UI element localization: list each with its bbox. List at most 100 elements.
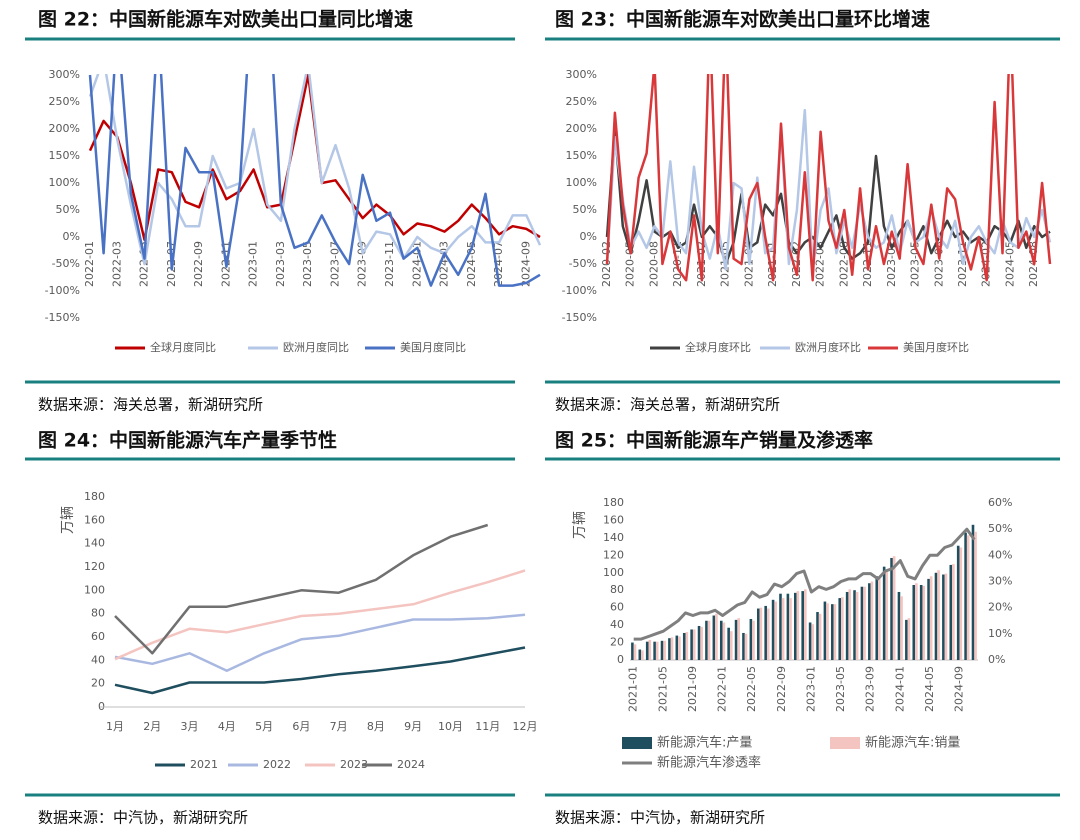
x-tick-label: 4月 bbox=[218, 720, 236, 733]
x-tick-label: 2020-02 bbox=[600, 241, 613, 287]
bar bbox=[937, 570, 940, 660]
x-tick-label: 2020-05 bbox=[624, 241, 637, 287]
bar bbox=[771, 599, 775, 660]
legend-label: 新能源汽车渗透率 bbox=[657, 755, 761, 771]
y2-tick-label: 50% bbox=[988, 522, 1012, 535]
y-tick-label: 150% bbox=[566, 149, 597, 162]
bar bbox=[781, 598, 785, 660]
legend-label: 欧洲月度环比 bbox=[795, 340, 861, 354]
x-tick-label: 1月 bbox=[106, 720, 124, 733]
y-tick-label: 250% bbox=[566, 95, 597, 108]
y-tick-label: 40 bbox=[91, 653, 105, 666]
bar bbox=[692, 629, 696, 660]
bar bbox=[722, 622, 726, 660]
y-tick-label: 250% bbox=[49, 95, 80, 108]
line bbox=[88, 74, 541, 287]
line bbox=[114, 523, 489, 655]
bar bbox=[971, 524, 975, 660]
y-tick-label: 140 bbox=[84, 537, 105, 550]
bar bbox=[845, 591, 849, 660]
plot bbox=[114, 523, 526, 695]
x-tick-label: 2021-01 bbox=[627, 666, 640, 712]
y-tick-label: -150% bbox=[562, 311, 597, 324]
bar bbox=[727, 627, 730, 660]
x-tick-label: 2023-07 bbox=[328, 241, 341, 287]
y-tick-label: 140 bbox=[603, 531, 624, 544]
bar bbox=[774, 601, 777, 660]
y-axis-label: 万辆 bbox=[572, 511, 588, 539]
bar bbox=[685, 632, 689, 660]
bar bbox=[655, 641, 659, 660]
y-tick-label: 40 bbox=[610, 618, 624, 631]
bar bbox=[764, 605, 767, 660]
bar bbox=[974, 531, 977, 660]
y-tick-label: 80 bbox=[610, 583, 624, 596]
x-tick-label: 2024-09 bbox=[952, 666, 965, 712]
x-tick-label: 2023-01 bbox=[247, 241, 260, 287]
bar bbox=[853, 590, 856, 660]
bar bbox=[919, 584, 923, 660]
x-tick-label: 2024-01 bbox=[893, 666, 906, 712]
legend-label: 全球月度同比 bbox=[150, 340, 216, 354]
y-tick-label: 50% bbox=[56, 203, 80, 216]
y-tick-label: 100 bbox=[84, 583, 105, 596]
x-tick-label: 2023-11 bbox=[383, 241, 396, 287]
x-tick-label: 2021-11 bbox=[766, 241, 779, 287]
bar bbox=[966, 535, 970, 660]
bar bbox=[660, 640, 664, 660]
bar bbox=[826, 603, 829, 660]
figure-title: 图 24：中国新能源汽车产量季节性 bbox=[38, 429, 337, 452]
bar bbox=[934, 572, 938, 660]
y2-tick-label: 60% bbox=[988, 496, 1012, 509]
x-tick-label: 2022-09 bbox=[775, 666, 788, 712]
plot bbox=[88, 74, 542, 287]
y-tick-label: 200% bbox=[566, 122, 597, 135]
y2-tick-label: 40% bbox=[988, 548, 1012, 561]
legend-swatch bbox=[622, 737, 652, 749]
legend-label: 2024 bbox=[397, 758, 425, 771]
y2-tick-label: 30% bbox=[988, 575, 1012, 588]
bar bbox=[838, 598, 842, 660]
legend-label: 欧洲月度同比 bbox=[283, 340, 349, 354]
y-tick-label: 80 bbox=[91, 607, 105, 620]
y-tick-label: 160 bbox=[603, 513, 624, 526]
bar bbox=[860, 586, 864, 660]
bar bbox=[907, 618, 911, 660]
x-tick-label: 2023-03 bbox=[274, 241, 287, 287]
x-tick-label: 2023-05 bbox=[834, 666, 847, 712]
bar bbox=[801, 591, 804, 660]
bar bbox=[833, 604, 837, 660]
bar bbox=[645, 641, 649, 660]
x-tick-label: 2021-05 bbox=[656, 666, 669, 712]
bar bbox=[823, 601, 827, 660]
bar bbox=[690, 629, 693, 660]
line bbox=[114, 613, 526, 673]
line bbox=[88, 74, 542, 266]
bar bbox=[816, 612, 819, 660]
bar bbox=[737, 618, 740, 660]
legend-label: 美国月度环比 bbox=[903, 340, 969, 354]
y-tick-label: 0% bbox=[580, 230, 597, 243]
bar bbox=[922, 585, 926, 660]
y-tick-label: 20 bbox=[610, 636, 624, 649]
bar bbox=[697, 625, 701, 660]
bar bbox=[752, 620, 755, 660]
y-axis-label: 万辆 bbox=[60, 506, 76, 534]
y-tick-label: -100% bbox=[45, 284, 80, 297]
bar bbox=[715, 613, 718, 660]
y-tick-label: 60 bbox=[91, 630, 105, 643]
bar bbox=[678, 636, 681, 660]
y-tick-label: 200% bbox=[49, 122, 80, 135]
y-tick-label: -50% bbox=[52, 257, 80, 270]
bar bbox=[631, 642, 634, 660]
bar bbox=[794, 592, 797, 660]
bar bbox=[719, 620, 723, 660]
source-note: 数据来源：海关总署，新湖研究所 bbox=[555, 396, 780, 414]
bar bbox=[882, 566, 886, 660]
bar bbox=[811, 624, 814, 660]
x-tick-label: 2023-02 bbox=[885, 241, 898, 287]
source-note: 数据来源：中汽协，新湖研究所 bbox=[555, 809, 765, 827]
y-tick-label: 180 bbox=[84, 490, 105, 503]
bar bbox=[831, 604, 834, 660]
bar bbox=[870, 581, 874, 660]
